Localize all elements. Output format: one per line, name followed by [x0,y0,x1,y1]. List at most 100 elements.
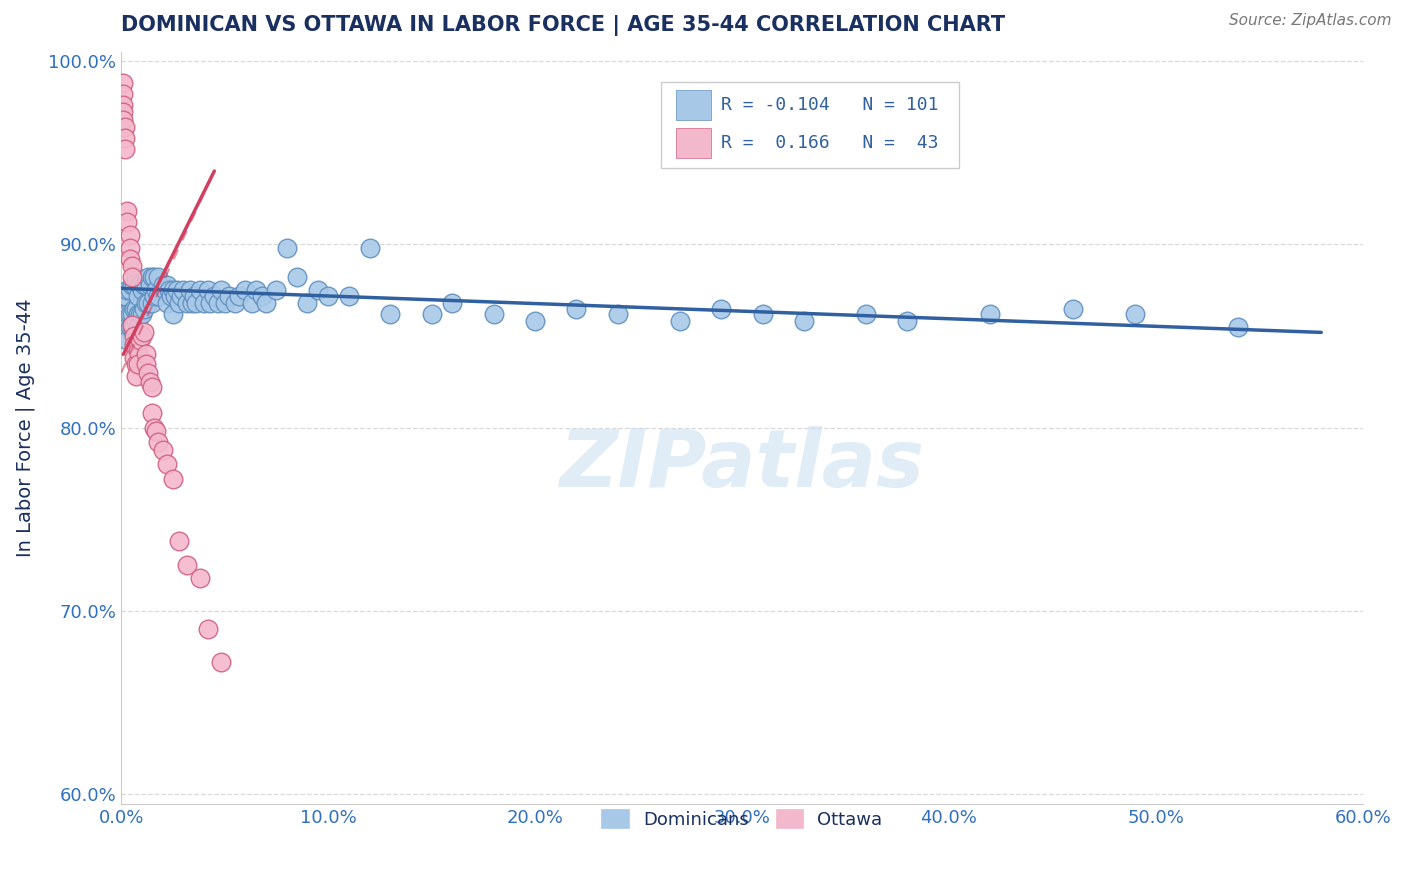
Point [117,215,139,229]
Point [132,326,155,340]
Point [117,204,139,219]
Point [127,289,149,303]
Point [145,425,167,439]
Point [163,289,186,303]
Point [127,343,149,358]
Point [112,87,135,101]
Point [125,301,148,316]
Point [896,314,918,328]
Point [285,270,308,285]
Point [710,301,733,316]
Point [240,296,263,310]
Point [121,318,143,332]
Text: R =  0.166   N =  43: R = 0.166 N = 43 [721,134,938,152]
Point [112,98,135,112]
Point [276,241,298,255]
Point [135,347,157,361]
Y-axis label: In Labor Force | Age 35-44: In Labor Force | Age 35-44 [15,299,35,557]
Point [209,656,232,670]
Point [162,307,184,321]
Point [127,307,149,321]
Point [131,283,153,297]
Point [141,296,163,310]
Point [112,112,135,127]
Point [117,307,139,321]
Point [224,296,246,310]
Legend: Dominicans, Ottawa: Dominicans, Ottawa [595,802,890,836]
Point [441,296,464,310]
Point [114,120,136,134]
Point [128,307,150,321]
Point [160,289,183,303]
Point [180,296,202,310]
Text: DOMINICAN VS OTTAWA IN LABOR FORCE | AGE 35-44 CORRELATION CHART: DOMINICAN VS OTTAWA IN LABOR FORCE | AGE… [121,15,1005,36]
Point [606,307,628,321]
Point [188,571,211,585]
Point [245,283,267,297]
Point [135,296,157,310]
Point [565,301,588,316]
Point [176,558,198,573]
Point [167,296,190,310]
Point [139,277,162,292]
Point [420,307,443,321]
Point [153,283,176,297]
Point [380,307,402,321]
Point [128,277,150,292]
Point [118,319,141,334]
Point [125,369,148,384]
Point [141,380,163,394]
Point [156,277,179,292]
Point [170,289,193,303]
Point [131,307,153,321]
Point [131,329,153,343]
Point [118,241,141,255]
Point [114,131,136,145]
Point [132,277,155,292]
Point [122,301,145,316]
Point [1062,301,1084,316]
Point [136,296,159,310]
Point [121,270,143,285]
Point [855,307,877,321]
Text: R = -0.104   N = 101: R = -0.104 N = 101 [721,95,938,113]
Point [482,307,505,321]
Point [112,105,135,120]
Point [218,289,240,303]
Point [112,296,135,310]
Point [117,319,139,334]
Point [148,270,170,285]
Point [156,296,179,310]
Point [118,307,141,321]
Point [793,314,815,328]
Point [152,442,174,457]
Point [316,289,339,303]
Point [121,319,143,334]
Point [162,472,184,486]
Text: Source: ZipAtlas.com: Source: ZipAtlas.com [1229,13,1392,29]
Point [524,314,547,328]
Point [143,289,166,303]
Point [297,296,319,310]
Point [122,329,145,343]
Point [135,357,157,371]
Point [143,421,166,435]
Point [141,406,163,420]
Point [197,623,219,637]
Point [176,296,198,310]
Point [207,296,229,310]
Point [127,319,149,334]
Point [152,277,174,292]
Point [127,357,149,371]
Point [143,270,166,285]
Point [250,289,273,303]
Point [214,296,236,310]
Point [125,333,148,347]
Point [359,241,381,255]
Point [122,351,145,365]
Point [125,314,148,328]
Point [136,366,159,380]
Point [162,283,184,297]
Point [121,307,143,321]
Point [112,307,135,321]
